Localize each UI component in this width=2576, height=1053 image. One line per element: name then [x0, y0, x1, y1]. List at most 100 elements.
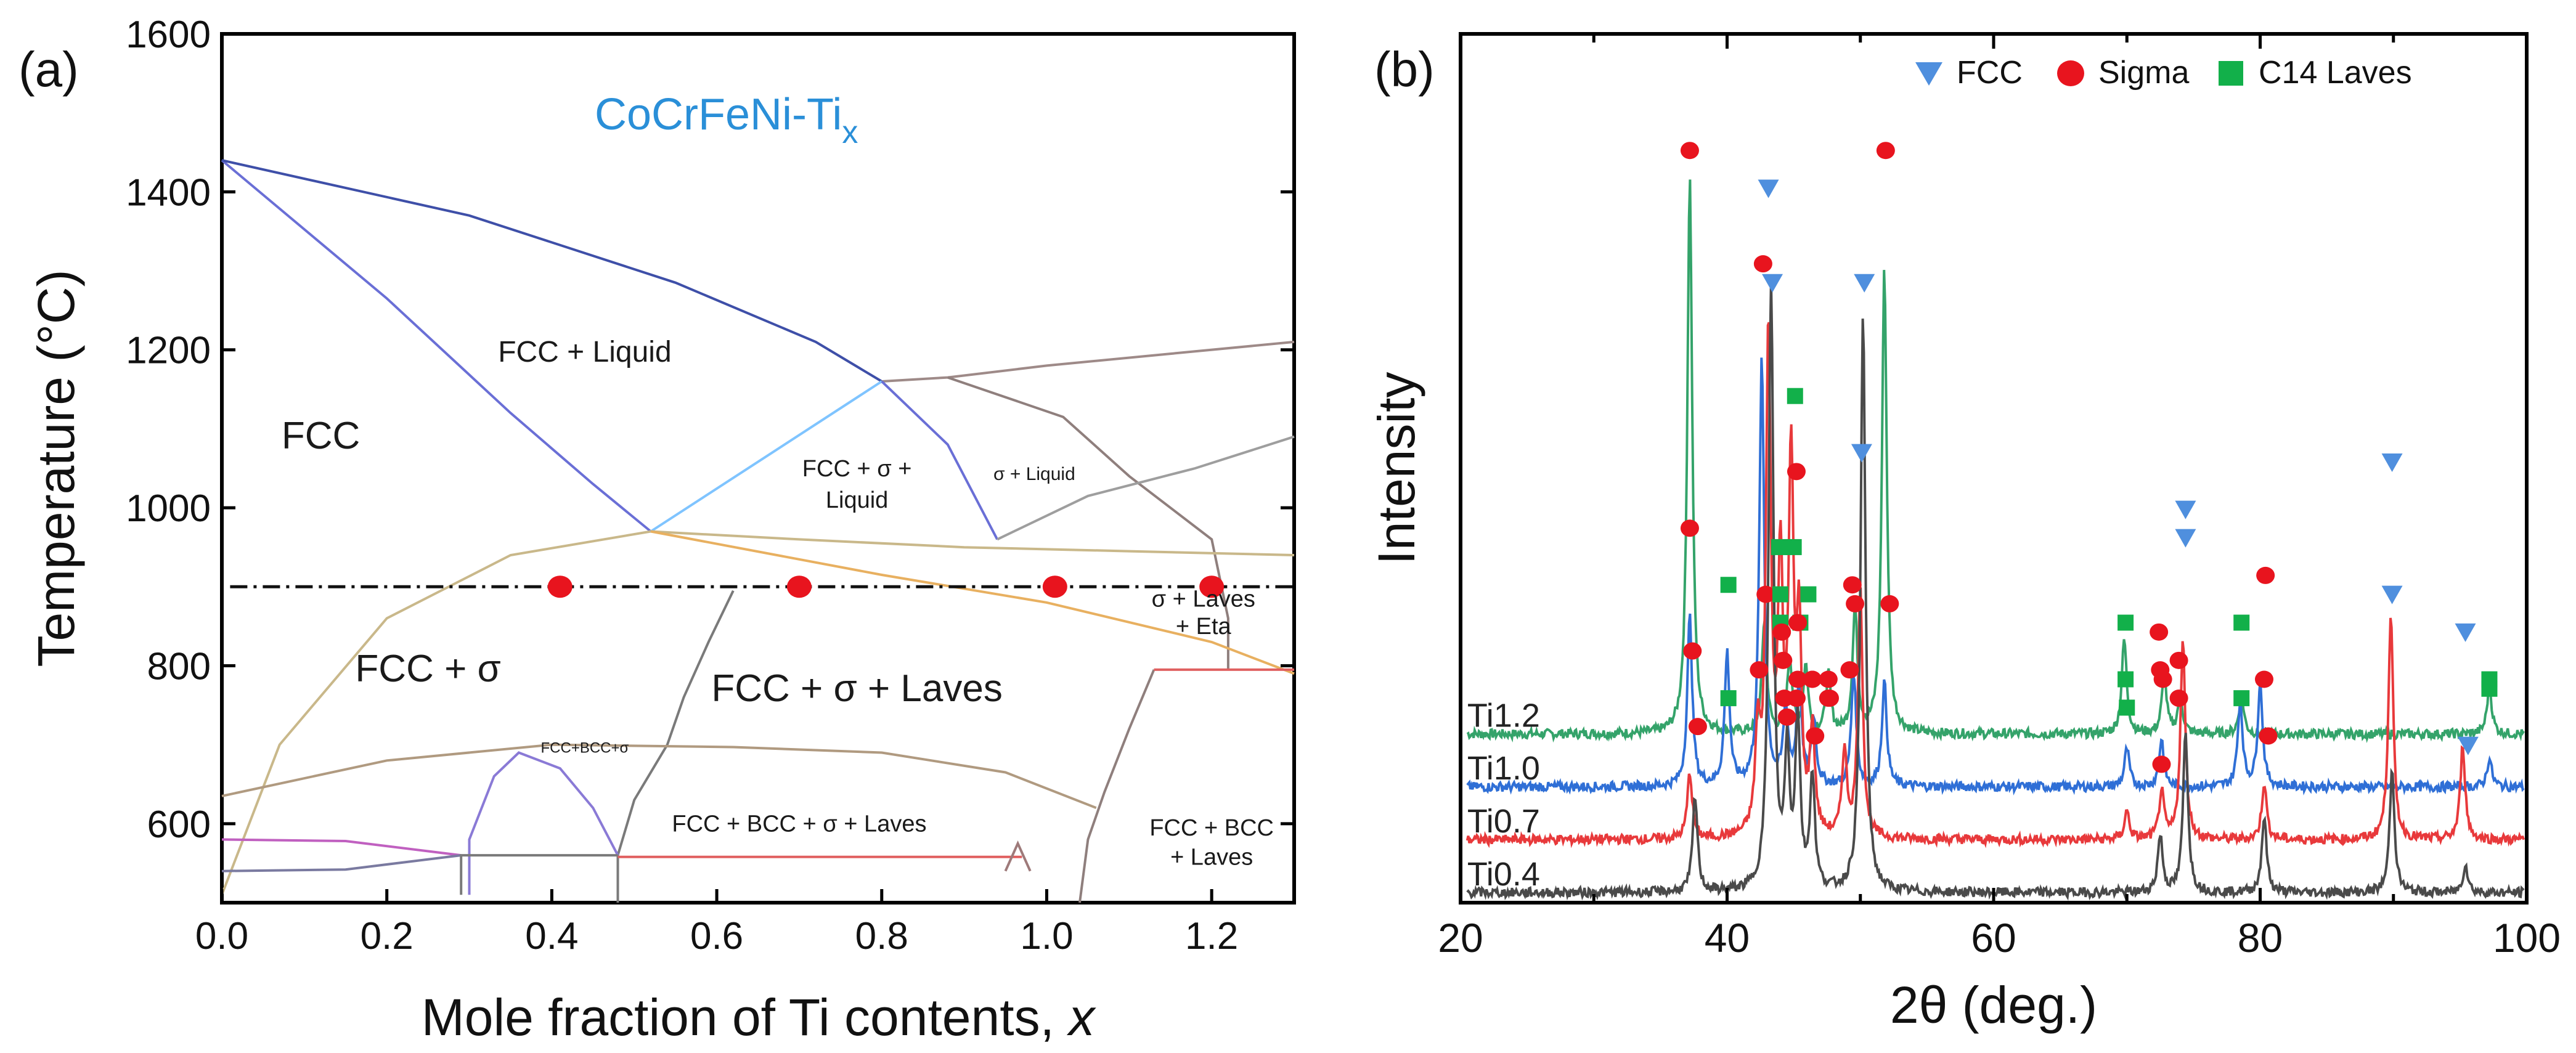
legend-fcc-symbol	[1915, 62, 1942, 86]
sigma-marker	[2153, 670, 2172, 688]
region-label: σ + Laves	[1152, 586, 1255, 612]
legend: FCC Sigma C14 Laves	[1915, 55, 2412, 91]
fcc-marker	[2457, 736, 2479, 755]
laves-marker	[1785, 539, 1802, 555]
region-label: FCC + BCC + σ + Laves	[672, 811, 926, 837]
laves-marker	[1800, 586, 1817, 603]
sigma-marker	[1806, 727, 1825, 745]
sigma-marker	[1787, 463, 1806, 481]
fcc-marker	[1758, 179, 1779, 198]
y-tick-label-a: 1400	[126, 171, 211, 214]
x-tick-label-a: 1.2	[1185, 915, 1238, 957]
phase-boundary	[947, 376, 1229, 670]
phase-boundary	[650, 380, 882, 533]
laves-marker	[1720, 690, 1737, 707]
phase-boundary	[460, 854, 618, 895]
region-label: FCC+BCC+σ	[541, 739, 629, 756]
phase-boundary	[221, 159, 882, 383]
laves-marker	[2233, 614, 2250, 631]
phase-boundary	[650, 530, 1295, 556]
region-label: FCC + BCC	[1149, 815, 1274, 841]
sigma-marker	[2169, 651, 2188, 669]
y-axis-label-b: Intensity	[1367, 372, 1425, 565]
sigma-marker	[2256, 566, 2275, 584]
sigma-marker	[2169, 689, 2188, 707]
phase-boundary	[221, 854, 462, 872]
y-tick-label-a: 800	[147, 645, 211, 688]
sigma-marker	[1819, 670, 1838, 688]
sigma-marker	[1680, 142, 1699, 160]
laves-marker	[1772, 586, 1788, 603]
y-tick-label-a: 1600	[126, 14, 211, 56]
sigma-marker	[2152, 755, 2171, 773]
sigma-marker	[2254, 670, 2273, 688]
sigma-marker	[2150, 623, 2169, 641]
xrd-series-line	[1466, 357, 2525, 796]
y-tick-label-a: 1000	[126, 487, 211, 530]
phase-boundary	[221, 838, 462, 857]
sigma-marker	[2259, 727, 2278, 745]
x-tick-label-b: 40	[1705, 915, 1750, 961]
composition-marker	[547, 575, 573, 598]
sigma-marker	[1846, 595, 1865, 612]
phase-boundary	[1078, 669, 1156, 903]
region-label: FCC + σ + Laves	[711, 667, 1002, 710]
x-tick-label-a: 0.6	[690, 915, 743, 957]
xrd-series-line	[1466, 279, 2525, 901]
y-axis-ticks-a: 600 800 1000 1200 1400 1600	[126, 14, 1294, 846]
laves-marker	[1720, 577, 1737, 593]
region-label: + Eta	[1176, 614, 1232, 640]
phase-diagram-panel: (a) FCC + Liquid FCC FCC + σ + Liquid σ + Li…	[18, 14, 1296, 1046]
fcc-marker	[1854, 274, 1875, 293]
x-axis-label-b: 2θ (deg.)	[1890, 976, 2097, 1034]
phase-boundary	[650, 530, 1295, 675]
legend-label: Sigma	[2098, 55, 2189, 91]
sigma-marker	[1772, 623, 1791, 641]
legend-sigma-symbol	[2057, 60, 2084, 86]
fcc-marker	[1851, 444, 1872, 463]
phase-boundary	[221, 530, 651, 895]
laves-marker	[2233, 690, 2250, 707]
composition-marker	[1199, 575, 1225, 598]
series-label: Ti1.2	[1467, 697, 1540, 734]
x-tick-label-b: 100	[2493, 915, 2561, 961]
phase-boundary	[997, 435, 1295, 541]
phase-markers	[1680, 142, 2498, 773]
sigma-marker	[1750, 661, 1769, 679]
x-axis-ticks-b: 20 40 60 80 100	[1438, 34, 2561, 961]
composition-marker	[1042, 575, 1067, 598]
region-label: + Laves	[1170, 844, 1253, 870]
fcc-marker	[2381, 453, 2403, 472]
sigma-marker	[1753, 255, 1772, 273]
region-label: FCC	[282, 415, 360, 457]
sigma-marker	[1876, 142, 1895, 160]
phase-boundary	[881, 380, 998, 540]
x-tick-label-b: 60	[1971, 915, 2016, 961]
sigma-marker	[1840, 661, 1859, 679]
region-label: FCC + Liquid	[498, 336, 671, 368]
x-tick-label-a: 0.2	[361, 915, 414, 957]
fcc-marker	[1762, 274, 1783, 293]
x-axis-ticks-a: 0.0 0.2 0.4 0.6 0.8 1.0 1.2	[195, 889, 1238, 957]
fcc-marker	[2175, 500, 2196, 519]
sigma-marker	[1820, 689, 1840, 707]
plot-frame-a	[220, 32, 1296, 905]
x-axis-label-a: Mole fraction of Ti contents, x	[422, 988, 1097, 1046]
phase-boundary	[221, 159, 652, 533]
series-labels: Ti1.2 Ti1.0 Ti0.7 Ti0.4	[1467, 697, 1540, 892]
phase-boundary	[881, 340, 1295, 383]
y-tick-label-a: 1200	[126, 330, 211, 372]
region-labels: FCC + Liquid FCC FCC + σ + Liquid σ + Liquid…	[282, 336, 1274, 871]
x-tick-label-b: 20	[1438, 915, 1483, 961]
sigma-marker	[1688, 718, 1707, 736]
x-tick-label-a: 0.8	[855, 915, 908, 957]
sigma-marker	[1880, 595, 1899, 612]
fcc-marker	[2455, 623, 2476, 642]
sigma-marker	[1788, 614, 1808, 632]
sigma-marker	[1756, 585, 1775, 603]
laves-marker	[2117, 671, 2134, 688]
region-label: FCC + σ	[355, 648, 500, 690]
laves-marker	[1787, 388, 1803, 404]
xrd-series-line	[1466, 179, 2525, 743]
